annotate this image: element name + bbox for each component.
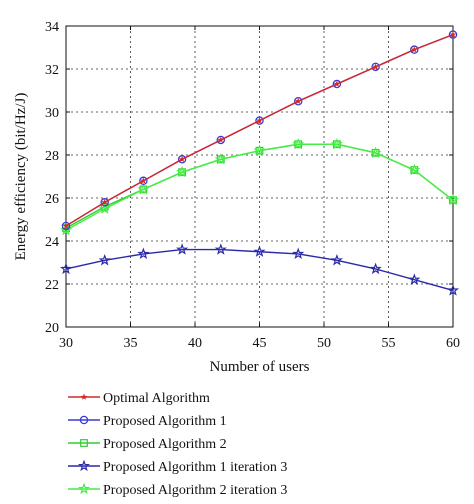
y-tick-label: 32 (45, 63, 59, 78)
legend: Optimal Algorithm Proposed Algorithm 1 Pro… (68, 391, 287, 498)
data-point (100, 198, 109, 207)
x-tick-label: 40 (188, 336, 202, 351)
series-group (59, 30, 460, 296)
x-tick-label: 30 (59, 336, 73, 351)
series-0 (62, 31, 457, 229)
data-point (98, 254, 111, 266)
data-point (410, 45, 419, 54)
legend-swatch-marker (79, 415, 89, 425)
legend-item: Optimal Algorithm (68, 391, 210, 406)
data-point (330, 254, 343, 266)
data-point (369, 262, 382, 275)
data-point (256, 117, 263, 124)
data-point (177, 155, 187, 164)
data-point (292, 247, 305, 260)
legend-item: Proposed Algorithm 1 iteration 3 (68, 459, 287, 475)
legend-label: Proposed Algorithm 1 (103, 414, 227, 429)
data-point (59, 262, 73, 275)
data-point (137, 183, 150, 195)
data-point (294, 97, 302, 105)
data-point (140, 177, 147, 184)
data-point (216, 135, 226, 145)
y-tick-label: 34 (45, 20, 59, 35)
data-point (61, 221, 71, 231)
y-axis-label: Energy efficiency (bit/Hz/J) (13, 93, 29, 261)
x-tick-label: 50 (317, 336, 331, 351)
data-point (333, 80, 341, 87)
y-tick-label: 30 (45, 106, 59, 121)
grid (66, 26, 453, 327)
data-point (293, 97, 303, 106)
data-point (411, 46, 418, 53)
legend-item: Proposed Algorithm 2 iteration 3 (68, 482, 287, 498)
legend-label: Proposed Algorithm 1 iteration 3 (103, 460, 287, 475)
data-point (137, 247, 150, 260)
series-line (65, 143, 454, 231)
x-tick-label: 35 (124, 336, 138, 351)
data-point (139, 176, 148, 186)
data-point (408, 273, 421, 285)
data-point (372, 63, 379, 70)
y-tick-label: 22 (45, 278, 59, 293)
data-point (369, 146, 382, 158)
data-point (176, 243, 189, 255)
x-axis-label: Number of users (210, 359, 310, 375)
data-point (101, 198, 108, 206)
axis-ticks: 30 35 40 45 50 55 60 20 22 24 26 28 30 32 34 (45, 20, 460, 351)
y-tick-label: 28 (45, 149, 59, 164)
data-point (446, 193, 460, 206)
x-tick-label: 55 (382, 336, 396, 351)
x-tick-label: 60 (446, 336, 460, 351)
legend-label: Proposed Algorithm 2 (103, 437, 227, 452)
legend-item: Proposed Algorithm 1 (68, 414, 227, 429)
data-point (330, 137, 343, 150)
legend-swatch-marker (77, 482, 91, 495)
data-point (178, 155, 186, 163)
legend-swatch-marker (77, 459, 91, 472)
data-point (62, 222, 70, 229)
legend-label: Optimal Algorithm (103, 391, 210, 406)
data-point (446, 284, 460, 296)
data-point (214, 243, 227, 255)
y-tick-label: 20 (45, 321, 59, 336)
data-point (253, 245, 266, 257)
series-4 (59, 137, 460, 236)
data-point (59, 223, 73, 236)
data-point (255, 116, 264, 125)
legend-swatch-marker (80, 439, 88, 447)
data-point (292, 137, 305, 150)
data-point (371, 62, 380, 72)
data-point (176, 165, 189, 178)
series-3 (59, 243, 460, 296)
series-line (65, 248, 454, 292)
legend-label: Proposed Algorithm 2 iteration 3 (103, 483, 287, 498)
data-point (214, 152, 227, 165)
legend-swatch-marker (80, 393, 88, 400)
data-point (448, 30, 458, 39)
x-tick-label: 45 (253, 336, 267, 351)
data-point (98, 202, 111, 214)
legend-item: Proposed Algorithm 2 (68, 437, 227, 452)
data-point (253, 144, 266, 156)
y-tick-label: 24 (45, 235, 59, 250)
data-point (217, 136, 225, 143)
data-point (332, 79, 342, 89)
data-point (408, 163, 421, 176)
y-tick-label: 26 (45, 192, 59, 207)
data-point (449, 31, 457, 38)
